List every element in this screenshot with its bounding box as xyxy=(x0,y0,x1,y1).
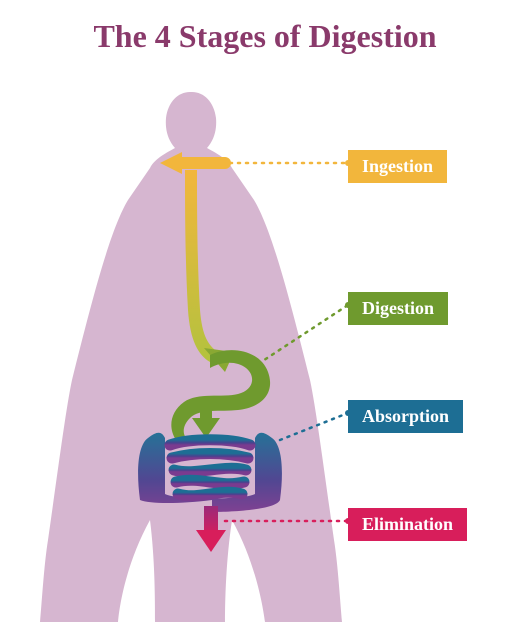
stage-label-elimination: Elimination xyxy=(348,508,467,541)
stage-label-ingestion: Ingestion xyxy=(348,150,447,183)
stage-label-digestion: Digestion xyxy=(348,292,448,325)
stage-label-absorption: Absorption xyxy=(348,400,463,433)
